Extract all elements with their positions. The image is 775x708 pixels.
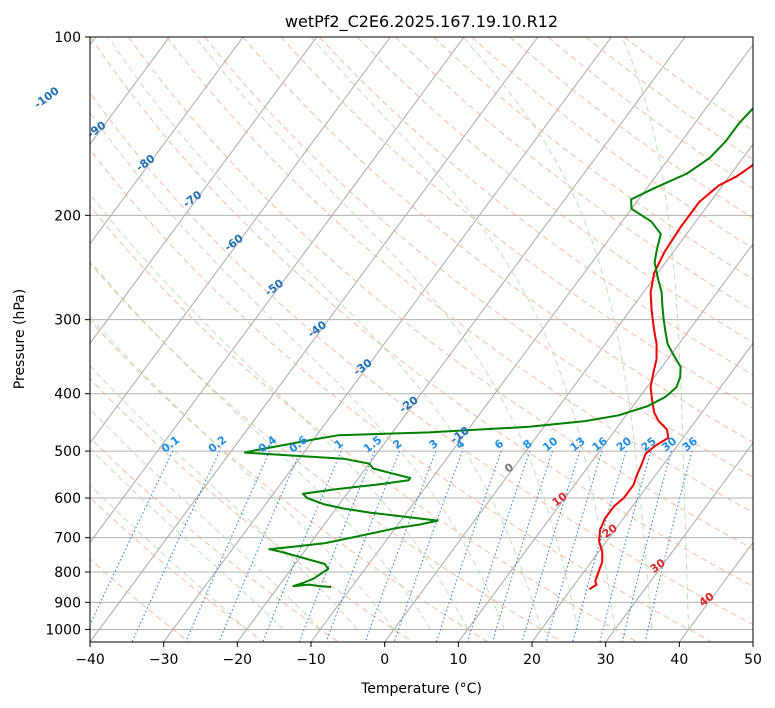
isotherm-line: [90, 37, 318, 345]
isotherm-line: [90, 37, 465, 544]
moist-adiabat-line: [90, 316, 395, 630]
y-tick-label: 800: [54, 565, 81, 581]
y-tick-label: 100: [54, 30, 81, 46]
moist-adiabat-line: [90, 193, 469, 630]
moist-adiabat-line: [621, 37, 690, 630]
x-tick-label: 30: [597, 652, 615, 668]
x-tick-label: 50: [744, 652, 762, 668]
mixing-ratio-line: [90, 450, 174, 626]
isotherm-line: [90, 37, 244, 245]
dry-adiabat-line: [90, 91, 753, 626]
mixing-ratio-line: [131, 450, 221, 642]
mixing-ratio-line: [325, 450, 401, 642]
x-tick-label: 0: [380, 652, 389, 668]
series-layer: [243, 106, 753, 590]
moist-adiabat-line: [310, 37, 616, 630]
mixing-ratio-line: [262, 450, 342, 642]
mixing-ratio-line: [298, 450, 376, 642]
y-axis-title: Pressure (hPa): [12, 289, 28, 389]
mixing-ratio-line: [621, 450, 672, 642]
x-tick-label: 40: [670, 652, 688, 668]
moist-adiabat-line: [462, 37, 653, 630]
temperature-profile-line: [588, 162, 753, 590]
isotherm-line: [163, 37, 612, 642]
moist-adiabat-line: [107, 37, 542, 630]
moist-adiabat-line: [90, 111, 505, 630]
dry-adiabat-line: [90, 37, 753, 587]
dry-adiabat-line: [90, 205, 638, 642]
isotherm-line: [90, 37, 539, 642]
dry-adiabat-line: [90, 148, 712, 642]
mixing-ratio-line: [393, 450, 463, 642]
moist-adiabat-line: [90, 484, 247, 630]
plot-frame: [89, 36, 754, 643]
isotherm-line: [605, 442, 753, 642]
isotherm-line: [310, 43, 753, 642]
x-axis: −40 −30 −20 −10 0 10 20 30 40 50: [75, 642, 762, 668]
x-tick-label: 10: [449, 652, 467, 668]
y-tick-label: 400: [54, 387, 81, 403]
chart-title: wetPf2_C2E6.2025.167.19.10.R12: [285, 12, 558, 32]
moist-adiabat-line: [90, 408, 321, 630]
y-axis: 100 200 300 400 500 600 700 800 900 1000: [45, 30, 90, 638]
mixing-ratio-line: [599, 450, 652, 642]
dry-adiabat-line: [204, 37, 753, 478]
mixing-ratio-line: [521, 450, 581, 642]
y-tick-label: 900: [54, 595, 81, 611]
mixing-ratio-line: [572, 450, 627, 642]
dry-adiabat-line: [90, 496, 264, 642]
y-tick-label: 200: [54, 208, 81, 224]
mixing-ratio-line: [364, 450, 437, 642]
dry-adiabat-line: [90, 377, 414, 642]
mixing-ratio-line: [644, 450, 693, 642]
isoline-layer: [90, 37, 753, 642]
isotherm-line: [236, 37, 686, 642]
mixing-ratio-line: [467, 450, 531, 642]
x-tick-label: −10: [296, 652, 326, 668]
x-tick-label: −40: [75, 652, 105, 668]
dry-adiabat-line: [90, 262, 563, 642]
isotherm-line: [384, 143, 753, 642]
dry-adiabat-line: [128, 37, 753, 550]
y-tick-label: 600: [54, 491, 81, 507]
dry-adiabat-line: [90, 558, 190, 642]
x-tick-label: −30: [149, 652, 179, 668]
mixing-ratio-line: [435, 450, 502, 642]
isotherm-line: [457, 242, 753, 642]
y-tick-label: 300: [54, 313, 81, 329]
dry-adiabat-line: [395, 37, 753, 312]
isotherm-line: [531, 342, 753, 642]
x-tick-label: −20: [223, 652, 253, 668]
moist-adiabat-line: [90, 447, 284, 630]
isotherm-line: [90, 37, 170, 146]
y-tick-label: 500: [54, 444, 81, 460]
moist-adiabat-line: [90, 260, 432, 630]
mixing-ratio-line: [545, 450, 603, 642]
x-tick-label: 20: [523, 652, 541, 668]
dry-adiabat-line: [166, 37, 753, 514]
isotherm-line: [90, 37, 391, 444]
x-axis-title: Temperature (°C): [360, 681, 482, 697]
moist-adiabat-line: [195, 37, 579, 630]
dewpoint-profile-line: [243, 106, 753, 588]
y-tick-label: 1000: [45, 622, 81, 638]
y-tick-label: 700: [54, 531, 81, 547]
